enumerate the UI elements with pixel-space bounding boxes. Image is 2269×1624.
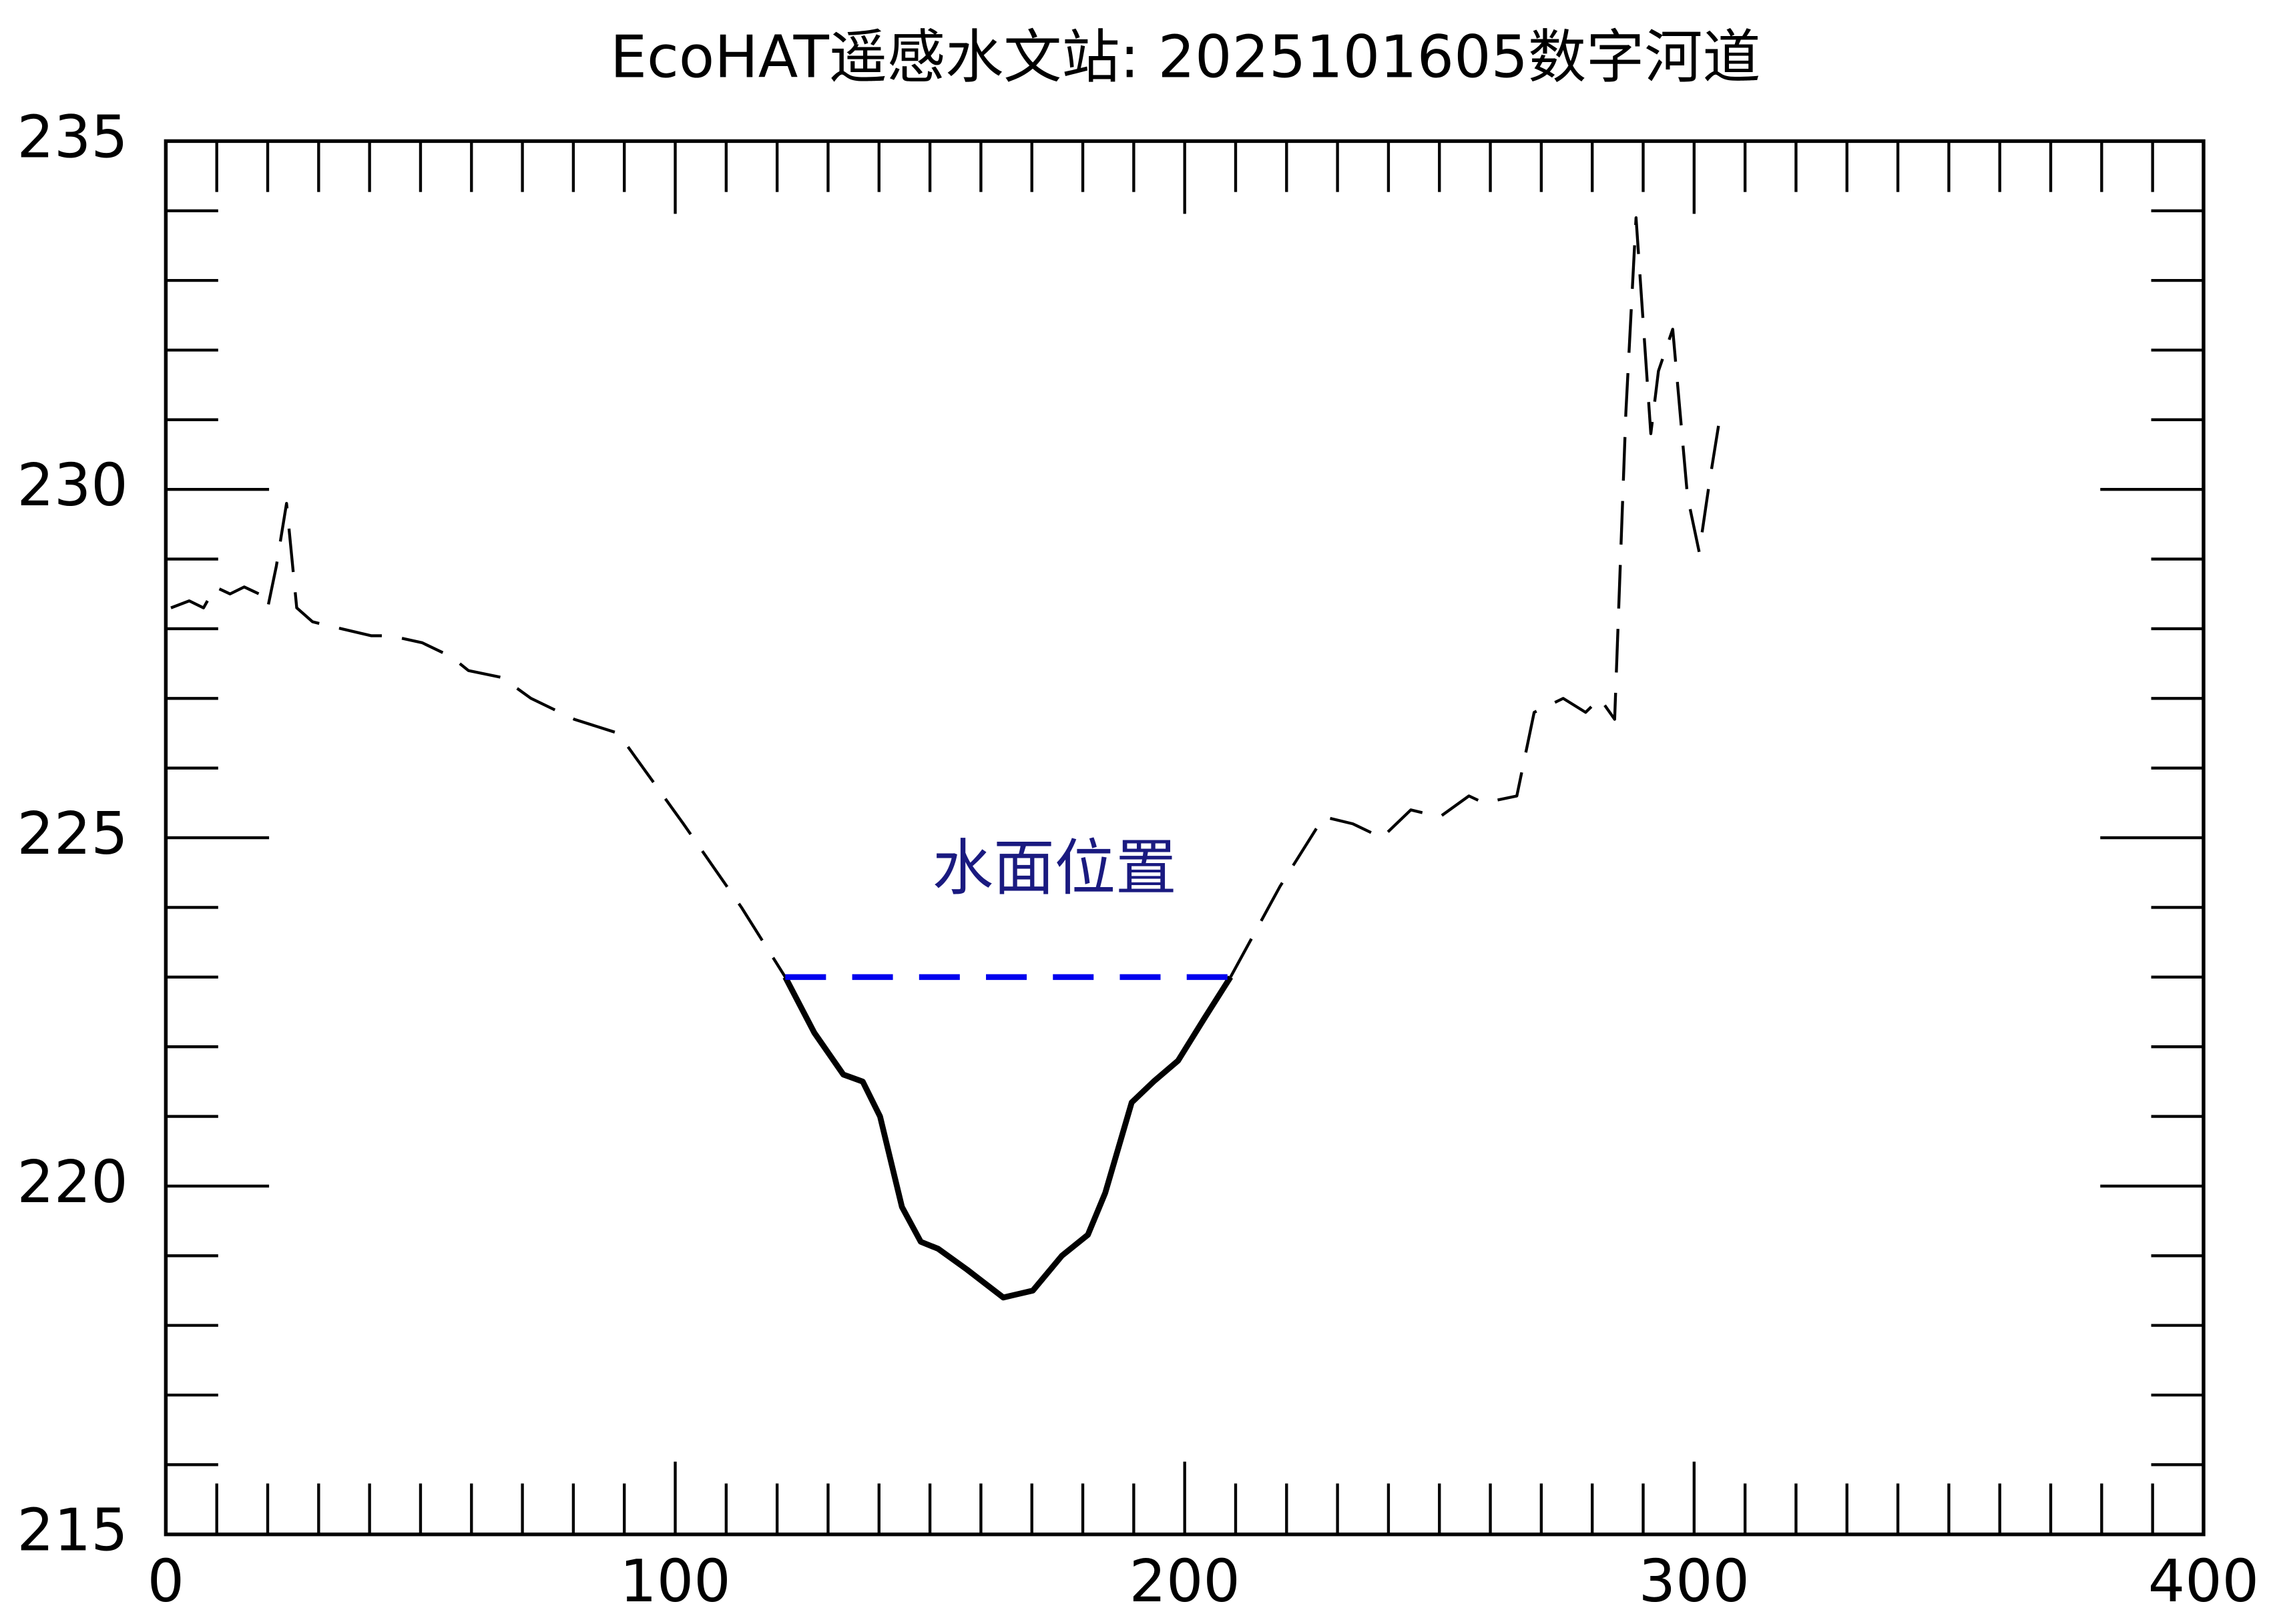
annotation: 水面位置 <box>933 832 1177 904</box>
chart-title: EcoHAT遥感水文站: 2025101605数字河道 <box>610 23 1761 91</box>
x-tick-label: 0 <box>148 1547 184 1615</box>
y-tick-label: 220 <box>17 1148 128 1216</box>
x-tick-label: 200 <box>1129 1547 1240 1615</box>
line-series <box>782 975 1234 1301</box>
x-tick-label: 100 <box>619 1547 730 1615</box>
y-tick-label: 230 <box>17 451 128 519</box>
plot-frame <box>164 139 2206 1537</box>
y-tick-label: 225 <box>17 800 128 868</box>
y-tick-label: 215 <box>17 1497 128 1565</box>
x-tick-label: 400 <box>2148 1547 2259 1615</box>
x-tick-label: 300 <box>1639 1547 1750 1615</box>
line-series <box>170 216 1722 978</box>
y-tick-label: 235 <box>17 103 128 171</box>
